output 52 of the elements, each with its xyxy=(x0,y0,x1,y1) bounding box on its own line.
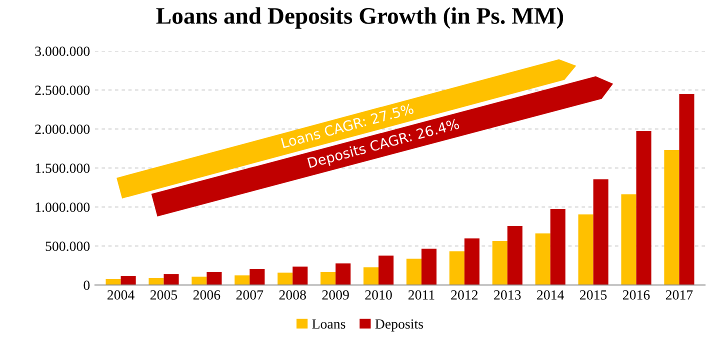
y-tick-label: 3.000.000 xyxy=(35,46,90,56)
bar xyxy=(164,274,179,285)
y-tick-label: 0 xyxy=(84,280,90,290)
chart-title: Loans and Deposits Growth (in Ps. MM) xyxy=(156,7,564,29)
y-tick-label: 2.500.000 xyxy=(35,86,90,96)
bar xyxy=(320,272,336,285)
bar xyxy=(621,194,636,285)
legend-label: Loans xyxy=(312,319,346,329)
bar xyxy=(535,233,550,285)
bar xyxy=(292,266,308,285)
bar xyxy=(593,179,608,285)
bar xyxy=(578,214,594,285)
x-tick-label: 2009 xyxy=(322,290,349,300)
y-tick-label: 2.000.000 xyxy=(35,124,90,134)
bar xyxy=(106,278,121,285)
bar xyxy=(550,209,566,285)
x-tick-label: 2007 xyxy=(236,290,264,300)
x-tick-label: 2004 xyxy=(107,290,134,300)
x-tick-label: 2005 xyxy=(150,290,178,300)
bar xyxy=(464,238,480,285)
bar xyxy=(336,263,351,285)
x-tick-label: 2006 xyxy=(193,290,220,300)
x-tick-label: 2015 xyxy=(580,290,607,300)
bar xyxy=(406,258,422,285)
bar xyxy=(421,248,437,285)
bar xyxy=(363,267,379,285)
bar xyxy=(120,276,136,285)
bar xyxy=(664,150,680,285)
bar xyxy=(148,278,164,285)
legend-label: Deposits xyxy=(375,319,423,332)
bar xyxy=(679,94,694,285)
bar xyxy=(206,272,222,285)
x-tick-label: 2016 xyxy=(622,290,650,300)
x-tick-label: 2008 xyxy=(279,290,306,300)
x-tick-label: 2017 xyxy=(666,290,693,300)
bar xyxy=(192,276,207,285)
x-tick-label: 2011 xyxy=(408,290,434,300)
y-tick-label: 1.000.000 xyxy=(36,202,90,212)
x-tick-label: 2010 xyxy=(365,290,392,300)
y-tick-label: 500.000 xyxy=(46,242,90,252)
bar xyxy=(492,241,508,285)
bar xyxy=(636,131,652,285)
bar xyxy=(378,256,394,285)
x-tick-label: 2014 xyxy=(537,290,564,300)
bar xyxy=(250,269,265,285)
bar xyxy=(507,226,522,285)
y-tick-label: 1.500.000 xyxy=(36,164,90,174)
bar xyxy=(278,272,293,285)
x-tick-label: 2012 xyxy=(451,290,478,300)
bar xyxy=(449,251,464,285)
bar xyxy=(234,275,250,285)
x-tick-label: 2013 xyxy=(494,290,521,300)
